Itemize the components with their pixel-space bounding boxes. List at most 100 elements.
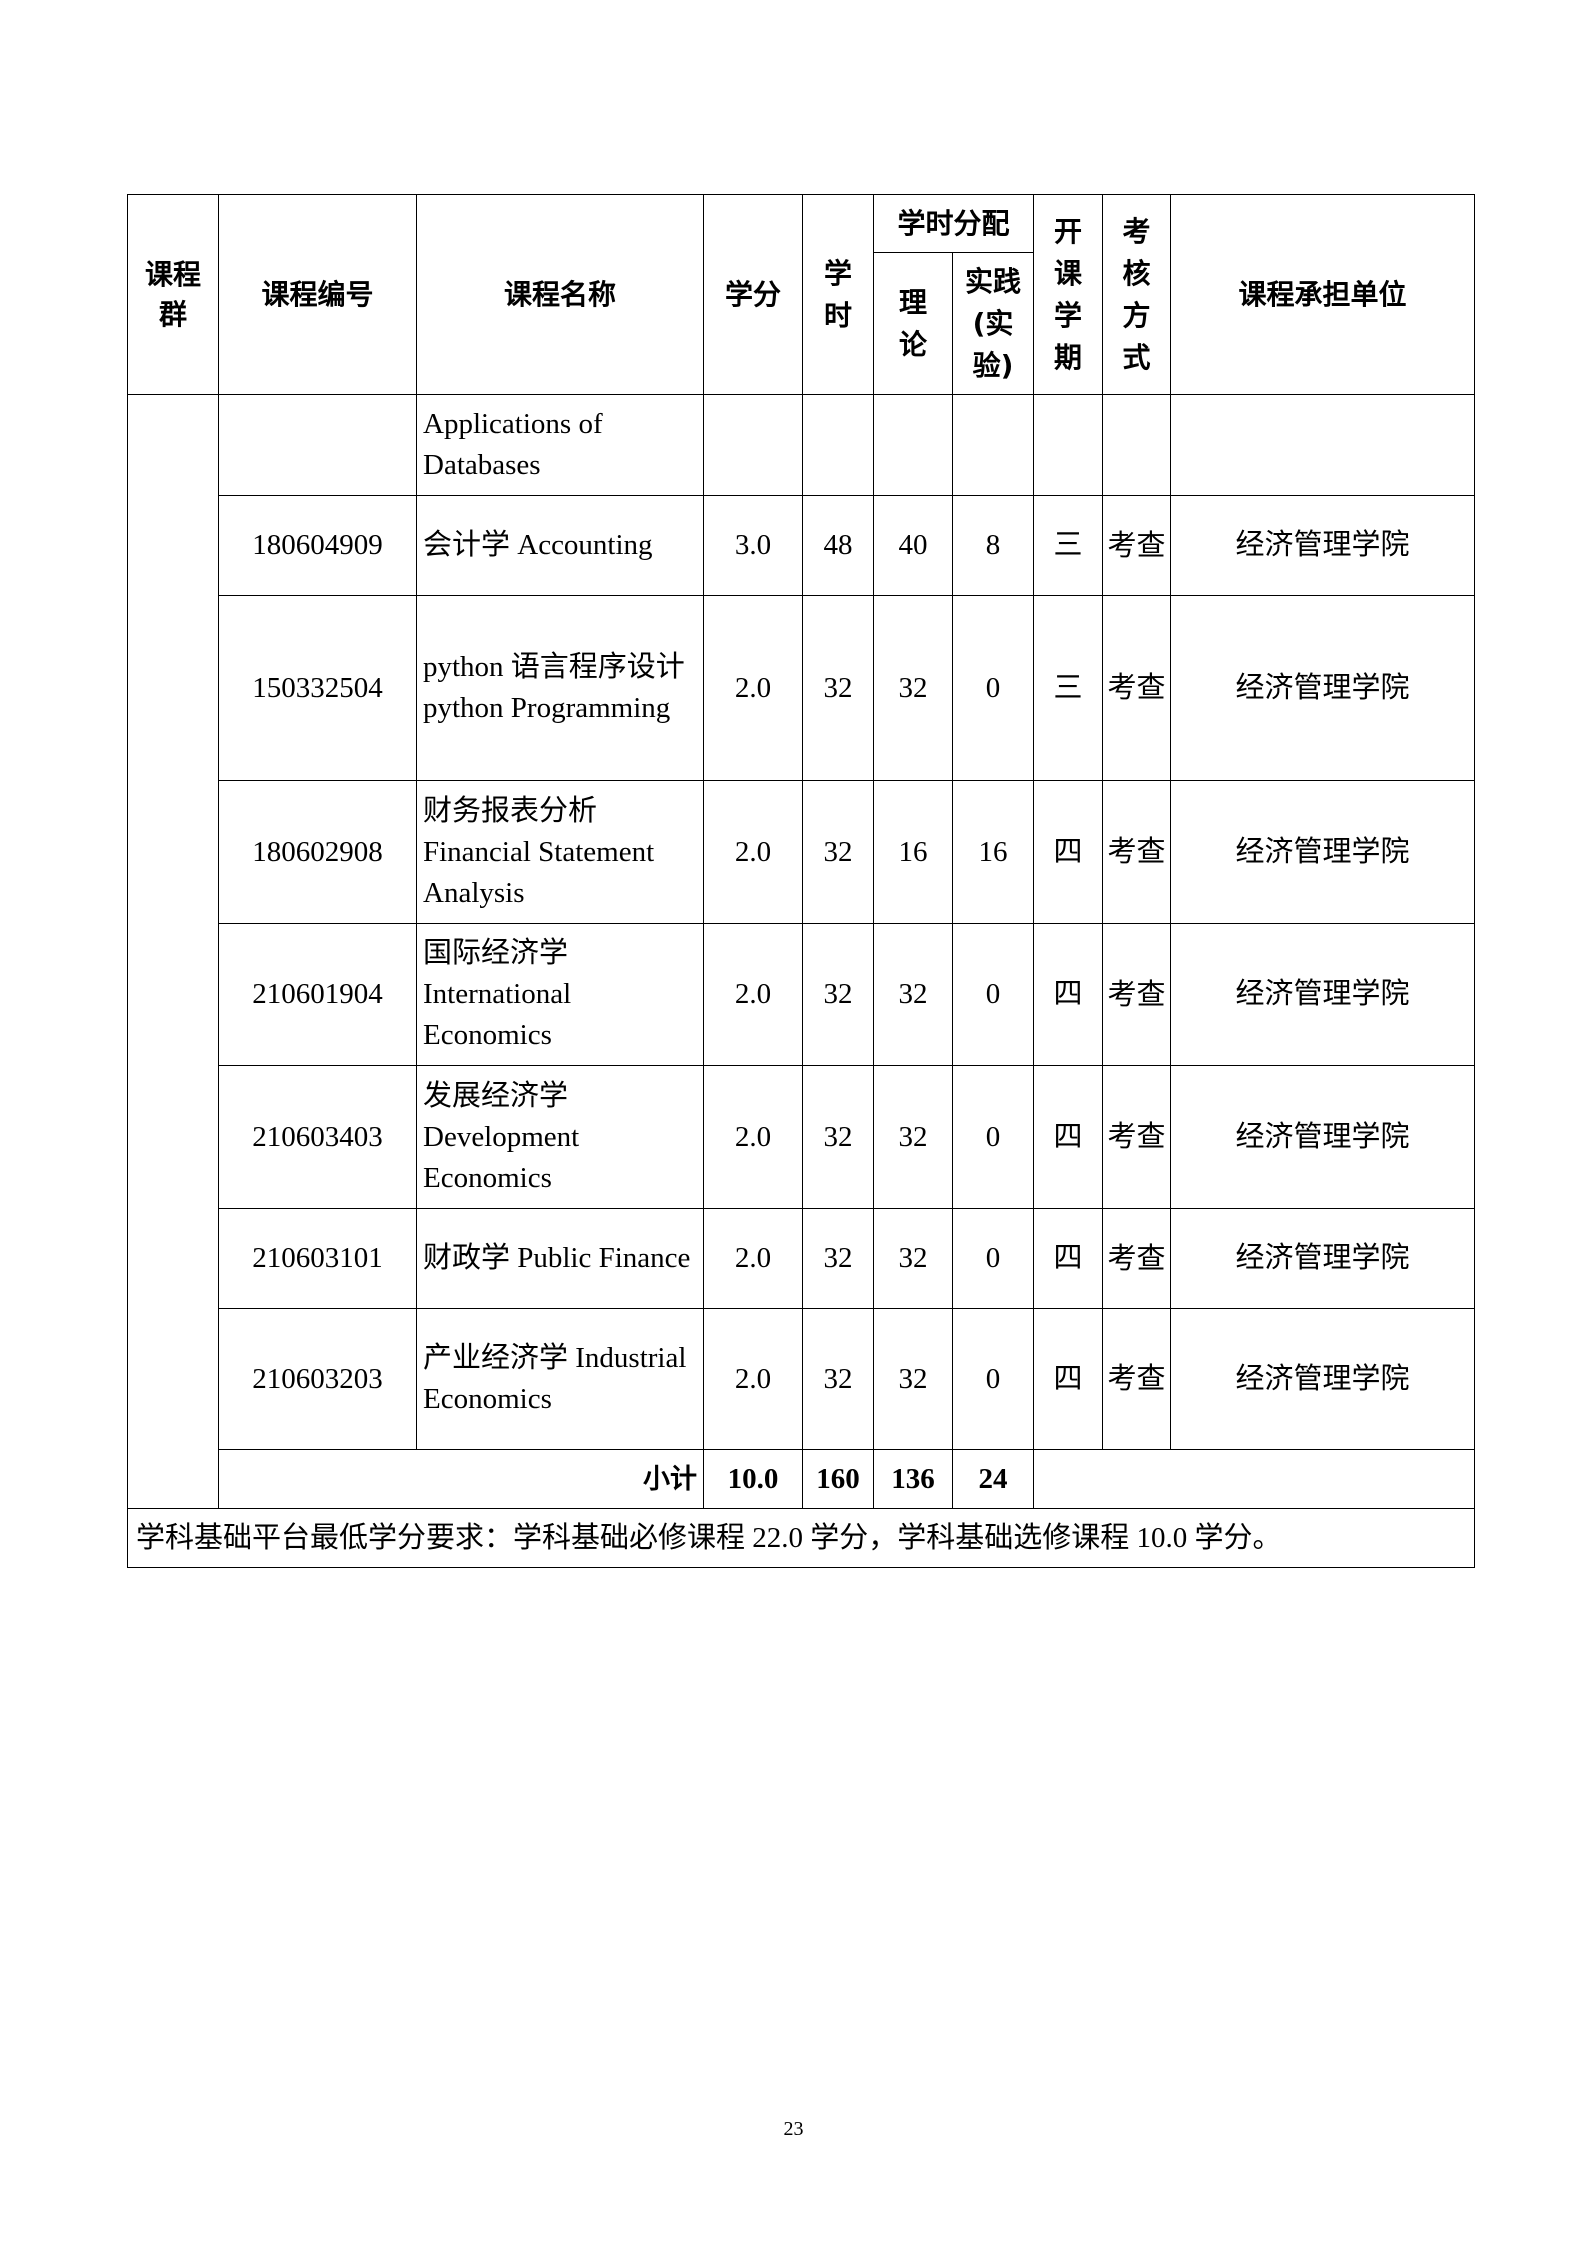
cell-code: 180604909: [218, 495, 417, 596]
table-row: 210603101 财政学 Public Finance 2.0 32 32 0 四考查 经济…: [128, 1208, 1476, 1309]
cell-theory: 32: [873, 923, 953, 1066]
cell-semester: 四: [1033, 1065, 1104, 1209]
table-row: 150332504 python 语言程序设计 python Programmin…: [128, 595, 1476, 781]
cell-hours: 32: [802, 595, 874, 781]
header-practice: 实践(实验): [951, 252, 1035, 395]
subtotal-hours: 160: [802, 1449, 874, 1509]
cell-hours: 48: [802, 495, 874, 596]
cell-name: 财政学 Public Finance: [416, 1208, 704, 1309]
header-unit: 课程承担单位: [1170, 194, 1476, 395]
cell-semester: 三: [1033, 495, 1104, 596]
cell-unit: 经济管理学院: [1170, 923, 1476, 1066]
header-assessment: 考核方式: [1102, 194, 1172, 395]
cell-semester: 四: [1033, 923, 1104, 1066]
cell-hours: [802, 394, 874, 496]
header-credit: 学分: [703, 194, 803, 395]
cell-credit: 2.0: [703, 1065, 803, 1209]
subtotal-theory: 136: [873, 1449, 953, 1509]
cell-theory: 32: [873, 595, 953, 781]
subtotal-label: 小计: [218, 1449, 704, 1509]
cell-code: 210601904: [218, 923, 417, 1066]
subtotal-credit: 10.0: [703, 1449, 803, 1509]
cell-code: [218, 394, 417, 496]
cell-credit: [703, 394, 803, 496]
cell-assessment: 考查: [1102, 1308, 1172, 1450]
cell-name: 产业经济学 Industrial Economics: [416, 1308, 704, 1450]
header-theory: 理论: [873, 252, 953, 395]
cell-hours: 32: [802, 780, 874, 924]
table-row: 210603203 产业经济学 Industrial Economics 2.0 32…: [128, 1308, 1476, 1450]
subtotal-empty: [1033, 1449, 1476, 1509]
cell-unit: 经济管理学院: [1170, 595, 1476, 781]
cell-theory: 32: [873, 1308, 953, 1450]
cell-unit: 经济管理学院: [1170, 495, 1476, 596]
credit-requirement: 学科基础平台最低学分要求：学科基础必修课程 22.0 学分，学科基础选修课程 1…: [126, 1508, 1476, 1568]
cell-name: 国际经济学 International Economics: [416, 923, 704, 1066]
cell-practice: 0: [951, 1308, 1035, 1450]
cell-theory: 40: [873, 495, 953, 596]
cell-assessment: 考查: [1102, 495, 1172, 596]
table-row: 180602908 财务报表分析 Financial Statement Anal…: [128, 780, 1476, 924]
cell-assessment: 考查: [1102, 923, 1172, 1066]
table-row: 210601904 国际经济学 International Economics 2.…: [128, 923, 1476, 1066]
subtotal-row: 小计 10.0 160 136 24: [128, 1449, 1476, 1509]
cell-credit: 2.0: [703, 780, 803, 924]
table-row: 210603403 发展经济学 Development Economics 2.0 3…: [128, 1065, 1476, 1209]
cell-unit: 经济管理学院: [1170, 780, 1476, 924]
cell-hours: 32: [802, 923, 874, 1066]
cell-hours: 32: [802, 1308, 874, 1450]
header-group: 课程群: [127, 194, 219, 395]
course-group-cell: [127, 394, 219, 1509]
cell-name: 会计学 Accounting: [416, 495, 704, 596]
cell-assessment: 考查: [1102, 780, 1172, 924]
cell-code: 180602908: [218, 780, 417, 924]
cell-unit: 经济管理学院: [1170, 1208, 1476, 1309]
header-code: 课程编号: [218, 194, 417, 395]
cell-assessment: 考查: [1102, 595, 1172, 781]
cell-semester: 四: [1033, 780, 1104, 924]
header-hours-alloc: 学时分配: [872, 194, 1035, 253]
cell-credit: 2.0: [703, 1308, 803, 1450]
cell-name: 财务报表分析 Financial Statement Analysis: [416, 780, 704, 924]
cell-practice: 16: [951, 780, 1035, 924]
cell-unit: 经济管理学院: [1170, 1308, 1476, 1450]
cell-hours: 32: [802, 1208, 874, 1309]
cell-credit: 2.0: [703, 923, 803, 1066]
cell-semester: 四: [1033, 1208, 1104, 1309]
cell-credit: 3.0: [703, 495, 803, 596]
cell-code: 210603403: [218, 1065, 417, 1209]
subtotal-practice: 24: [951, 1449, 1035, 1509]
cell-practice: 0: [951, 1065, 1035, 1209]
header-hours: 学时: [802, 194, 874, 395]
table-row: Applications of Databases: [127, 394, 1476, 1509]
cell-practice: 0: [951, 1208, 1035, 1309]
cell-theory: 16: [873, 780, 953, 924]
cell-code: 210603203: [218, 1308, 417, 1450]
cell-assessment: [1102, 394, 1172, 496]
cell-name: 发展经济学 Development Economics: [416, 1065, 704, 1209]
cell-code: 210603101: [218, 1208, 417, 1309]
cell-theory: 32: [873, 1065, 953, 1209]
cell-semester: [1033, 394, 1104, 496]
header-semester: 开课学期: [1033, 194, 1104, 395]
cell-practice: 8: [951, 495, 1035, 596]
cell-credit: 2.0: [703, 1208, 803, 1309]
cell-theory: [873, 394, 953, 496]
cell-code: 150332504: [218, 595, 417, 781]
page-number: 23: [783, 2118, 804, 2140]
cell-semester: 三: [1033, 595, 1104, 781]
cell-assessment: 考查: [1102, 1208, 1172, 1309]
cell-semester: 四: [1033, 1308, 1104, 1450]
cell-name: python 语言程序设计 python Programming: [416, 595, 704, 781]
cell-practice: [951, 394, 1035, 496]
cell-practice: 0: [951, 595, 1035, 781]
cell-unit: [1170, 394, 1476, 496]
cell-practice: 0: [951, 923, 1035, 1066]
cell-hours: 32: [802, 1065, 874, 1209]
cell-theory: 32: [873, 1208, 953, 1309]
cell-unit: 经济管理学院: [1170, 1065, 1476, 1209]
course-table: 课程群 课程编号 课程名称 学分 学时 学时分配 开课学期 考核方式 课程承担单…: [126, 194, 1476, 1568]
header-name: 课程名称: [416, 194, 704, 395]
cell-assessment: 考查: [1102, 1065, 1172, 1209]
cell-credit: 2.0: [703, 595, 803, 781]
